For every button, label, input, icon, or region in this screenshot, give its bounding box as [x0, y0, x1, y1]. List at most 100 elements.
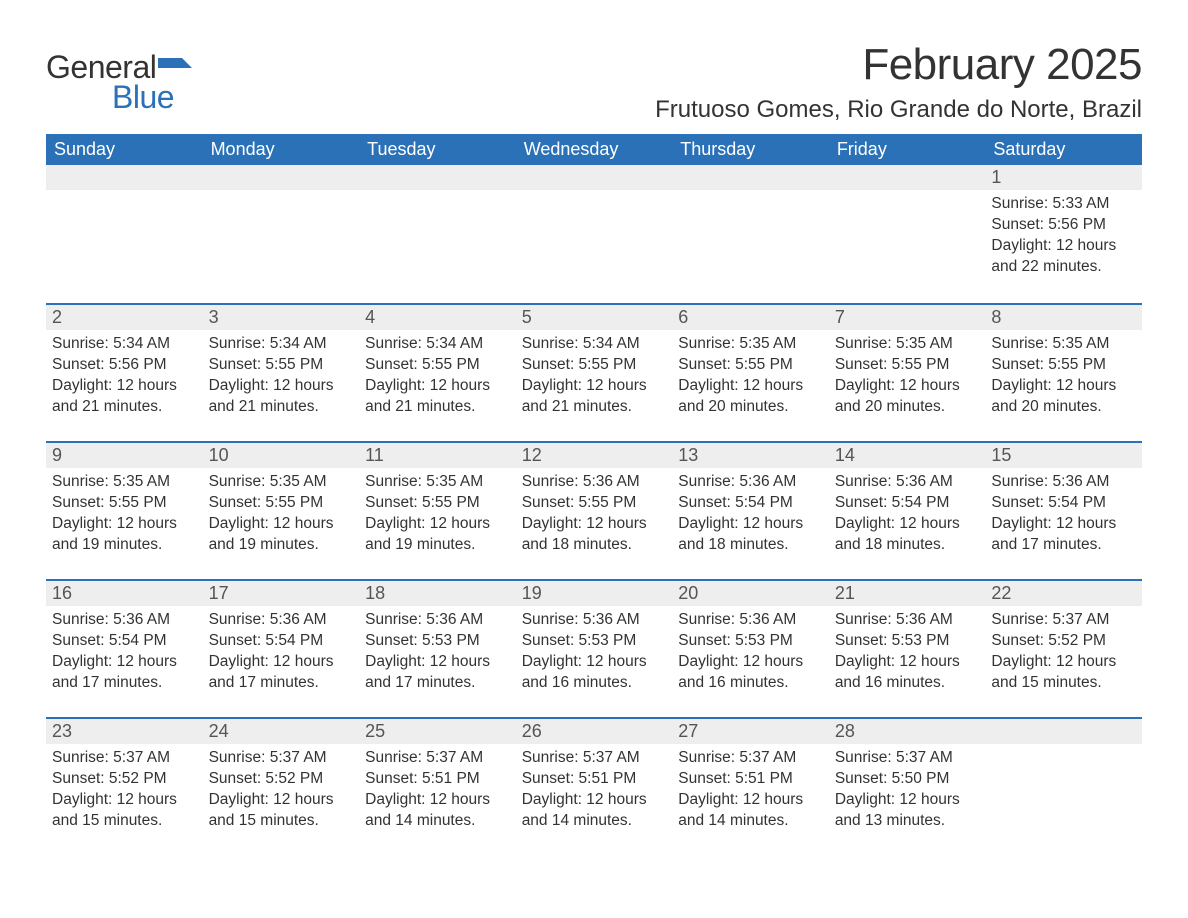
sunrise-text: Sunrise: 5:34 AM [522, 334, 667, 355]
calendar-day-cell [516, 165, 673, 303]
sunrise-text: Sunrise: 5:37 AM [522, 748, 667, 769]
calendar-day-cell: 28Sunrise: 5:37 AMSunset: 5:50 PMDayligh… [829, 717, 986, 855]
calendar-day-cell [672, 165, 829, 303]
sunset-text: Sunset: 5:55 PM [365, 493, 510, 514]
calendar-day-cell: 19Sunrise: 5:36 AMSunset: 5:53 PMDayligh… [516, 579, 673, 717]
day-number: 15 [985, 441, 1142, 468]
day-details [829, 190, 986, 200]
sunrise-text: Sunrise: 5:36 AM [835, 610, 980, 631]
day-number: 23 [46, 717, 203, 744]
flag-icon [158, 56, 192, 81]
daylight-text: Daylight: 12 hours and 20 minutes. [678, 376, 823, 418]
calendar-day-cell: 10Sunrise: 5:35 AMSunset: 5:55 PMDayligh… [203, 441, 360, 579]
day-number: 10 [203, 441, 360, 468]
day-details [203, 190, 360, 200]
day-details: Sunrise: 5:35 AMSunset: 5:55 PMDaylight:… [359, 468, 516, 562]
calendar-day-cell [203, 165, 360, 303]
calendar-day-cell: 26Sunrise: 5:37 AMSunset: 5:51 PMDayligh… [516, 717, 673, 855]
day-number: 18 [359, 579, 516, 606]
sunset-text: Sunset: 5:53 PM [522, 631, 667, 652]
sunrise-text: Sunrise: 5:37 AM [209, 748, 354, 769]
calendar-week-row: 23Sunrise: 5:37 AMSunset: 5:52 PMDayligh… [46, 717, 1142, 855]
calendar-day-cell [46, 165, 203, 303]
day-number: 4 [359, 303, 516, 330]
sunset-text: Sunset: 5:53 PM [365, 631, 510, 652]
day-details: Sunrise: 5:33 AMSunset: 5:56 PMDaylight:… [985, 190, 1142, 284]
sunset-text: Sunset: 5:55 PM [678, 355, 823, 376]
sunset-text: Sunset: 5:55 PM [835, 355, 980, 376]
sunrise-text: Sunrise: 5:36 AM [365, 610, 510, 631]
weekday-header: Wednesday [516, 134, 673, 165]
daylight-text: Daylight: 12 hours and 16 minutes. [678, 652, 823, 694]
day-number [516, 165, 673, 190]
calendar-day-cell: 12Sunrise: 5:36 AMSunset: 5:55 PMDayligh… [516, 441, 673, 579]
sunrise-text: Sunrise: 5:36 AM [835, 472, 980, 493]
sunset-text: Sunset: 5:55 PM [52, 493, 197, 514]
weekday-header: Monday [203, 134, 360, 165]
day-details: Sunrise: 5:37 AMSunset: 5:52 PMDaylight:… [46, 744, 203, 838]
weekday-header: Tuesday [359, 134, 516, 165]
daylight-text: Daylight: 12 hours and 19 minutes. [52, 514, 197, 556]
calendar-day-cell: 4Sunrise: 5:34 AMSunset: 5:55 PMDaylight… [359, 303, 516, 441]
day-number: 1 [985, 165, 1142, 190]
day-number [203, 165, 360, 190]
daylight-text: Daylight: 12 hours and 20 minutes. [835, 376, 980, 418]
sunset-text: Sunset: 5:50 PM [835, 769, 980, 790]
daylight-text: Daylight: 12 hours and 17 minutes. [52, 652, 197, 694]
day-number: 16 [46, 579, 203, 606]
location-text: Frutuoso Gomes, Rio Grande do Norte, Bra… [655, 96, 1142, 124]
day-number: 2 [46, 303, 203, 330]
day-number: 3 [203, 303, 360, 330]
calendar-day-cell: 15Sunrise: 5:36 AMSunset: 5:54 PMDayligh… [985, 441, 1142, 579]
day-number: 12 [516, 441, 673, 468]
calendar-day-cell: 14Sunrise: 5:36 AMSunset: 5:54 PMDayligh… [829, 441, 986, 579]
day-details: Sunrise: 5:36 AMSunset: 5:54 PMDaylight:… [829, 468, 986, 562]
day-details: Sunrise: 5:37 AMSunset: 5:52 PMDaylight:… [203, 744, 360, 838]
weekday-header-row: Sunday Monday Tuesday Wednesday Thursday… [46, 134, 1142, 165]
sunset-text: Sunset: 5:55 PM [365, 355, 510, 376]
day-details: Sunrise: 5:36 AMSunset: 5:53 PMDaylight:… [672, 606, 829, 700]
calendar-day-cell: 23Sunrise: 5:37 AMSunset: 5:52 PMDayligh… [46, 717, 203, 855]
daylight-text: Daylight: 12 hours and 22 minutes. [991, 236, 1136, 278]
sunrise-text: Sunrise: 5:36 AM [522, 472, 667, 493]
day-details: Sunrise: 5:35 AMSunset: 5:55 PMDaylight:… [829, 330, 986, 424]
logo: General Blue [46, 40, 192, 113]
day-number: 6 [672, 303, 829, 330]
calendar-day-cell: 11Sunrise: 5:35 AMSunset: 5:55 PMDayligh… [359, 441, 516, 579]
day-details [359, 190, 516, 200]
calendar-day-cell: 24Sunrise: 5:37 AMSunset: 5:52 PMDayligh… [203, 717, 360, 855]
day-details [46, 190, 203, 200]
sunrise-text: Sunrise: 5:37 AM [365, 748, 510, 769]
sunset-text: Sunset: 5:54 PM [991, 493, 1136, 514]
sunrise-text: Sunrise: 5:35 AM [835, 334, 980, 355]
day-details: Sunrise: 5:37 AMSunset: 5:51 PMDaylight:… [516, 744, 673, 838]
sunrise-text: Sunrise: 5:36 AM [991, 472, 1136, 493]
sunrise-text: Sunrise: 5:37 AM [678, 748, 823, 769]
weekday-header: Saturday [985, 134, 1142, 165]
sunrise-text: Sunrise: 5:37 AM [835, 748, 980, 769]
day-details: Sunrise: 5:34 AMSunset: 5:55 PMDaylight:… [516, 330, 673, 424]
calendar-day-cell [829, 165, 986, 303]
calendar-day-cell: 1Sunrise: 5:33 AMSunset: 5:56 PMDaylight… [985, 165, 1142, 303]
day-number [672, 165, 829, 190]
calendar-day-cell: 22Sunrise: 5:37 AMSunset: 5:52 PMDayligh… [985, 579, 1142, 717]
daylight-text: Daylight: 12 hours and 19 minutes. [209, 514, 354, 556]
sunset-text: Sunset: 5:55 PM [991, 355, 1136, 376]
day-number: 21 [829, 579, 986, 606]
calendar-week-row: 2Sunrise: 5:34 AMSunset: 5:56 PMDaylight… [46, 303, 1142, 441]
daylight-text: Daylight: 12 hours and 21 minutes. [52, 376, 197, 418]
day-details: Sunrise: 5:36 AMSunset: 5:55 PMDaylight:… [516, 468, 673, 562]
day-details: Sunrise: 5:36 AMSunset: 5:53 PMDaylight:… [829, 606, 986, 700]
month-title: February 2025 [655, 40, 1142, 90]
daylight-text: Daylight: 12 hours and 17 minutes. [365, 652, 510, 694]
sunset-text: Sunset: 5:52 PM [209, 769, 354, 790]
sunset-text: Sunset: 5:54 PM [835, 493, 980, 514]
sunset-text: Sunset: 5:56 PM [991, 215, 1136, 236]
day-number: 24 [203, 717, 360, 744]
day-details: Sunrise: 5:35 AMSunset: 5:55 PMDaylight:… [985, 330, 1142, 424]
sunset-text: Sunset: 5:55 PM [209, 493, 354, 514]
calendar-day-cell: 13Sunrise: 5:36 AMSunset: 5:54 PMDayligh… [672, 441, 829, 579]
sunset-text: Sunset: 5:56 PM [52, 355, 197, 376]
sunrise-text: Sunrise: 5:36 AM [209, 610, 354, 631]
calendar-day-cell: 9Sunrise: 5:35 AMSunset: 5:55 PMDaylight… [46, 441, 203, 579]
